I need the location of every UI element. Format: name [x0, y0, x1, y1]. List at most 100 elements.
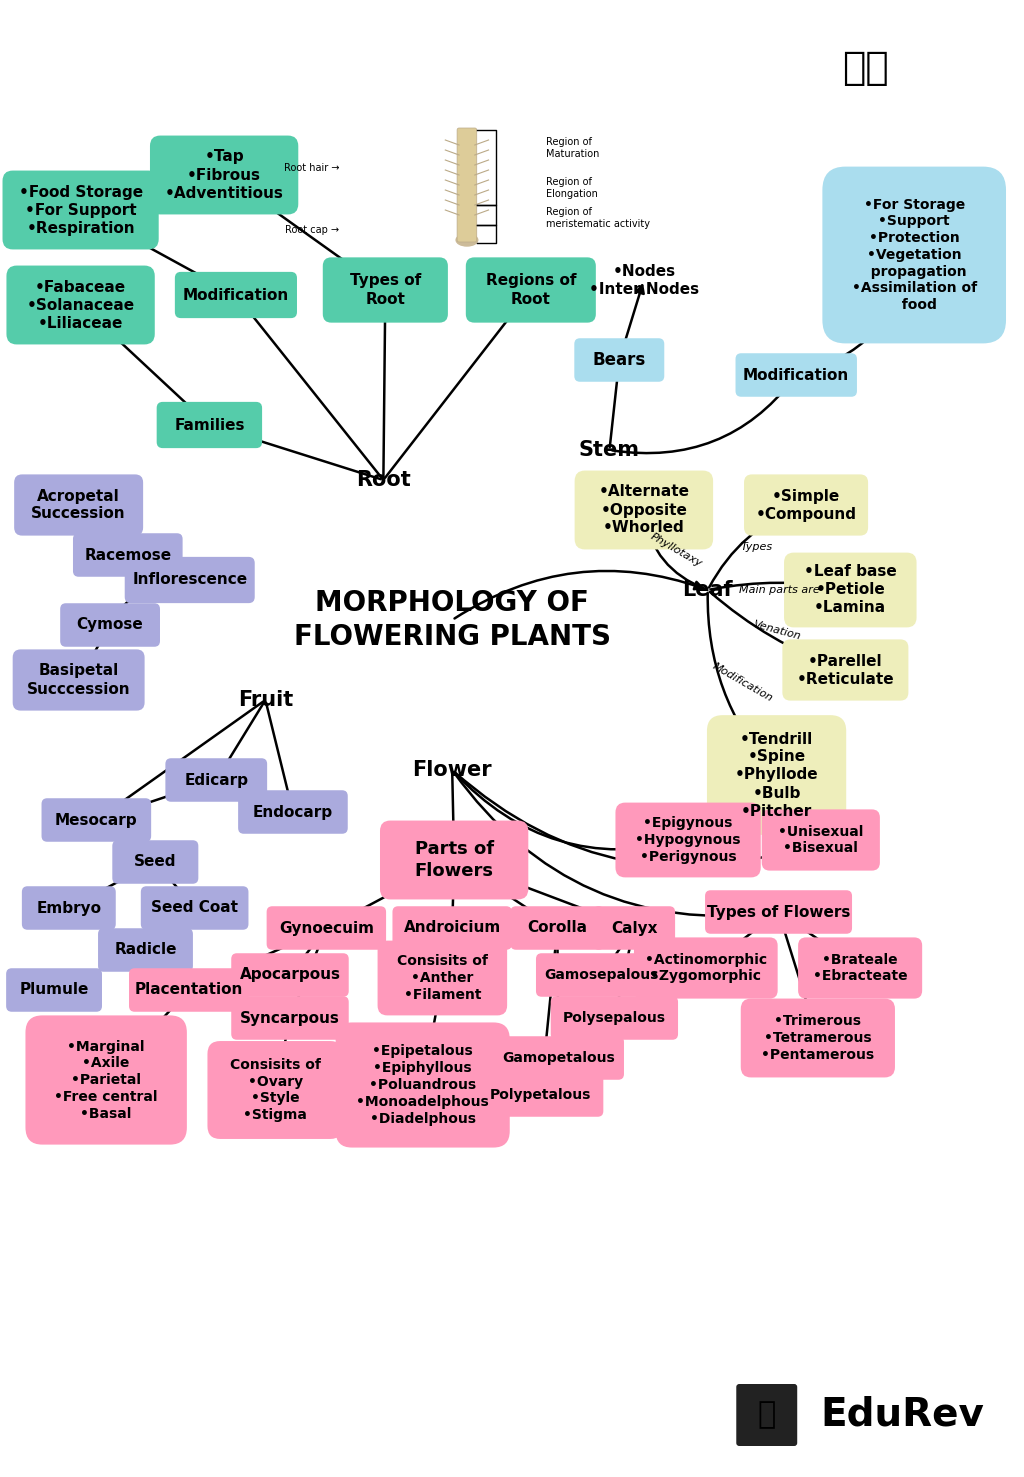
FancyBboxPatch shape: [175, 272, 297, 318]
Text: Modification: Modification: [711, 662, 774, 705]
FancyBboxPatch shape: [231, 953, 349, 997]
FancyBboxPatch shape: [22, 886, 116, 929]
FancyBboxPatch shape: [392, 907, 512, 950]
Text: Placentation: Placentation: [134, 982, 243, 997]
Text: Venation: Venation: [752, 619, 802, 641]
Text: •Fabaceae
•Solanaceae
•Liliaceae: •Fabaceae •Solanaceae •Liliaceae: [27, 279, 135, 331]
Text: Families: Families: [174, 418, 245, 433]
Text: Root: Root: [356, 470, 411, 490]
Text: •Actinomorphic
•Zygomorphic: •Actinomorphic •Zygomorphic: [645, 953, 767, 984]
Text: •Trimerous
•Tetramerous
•Pentamerous: •Trimerous •Tetramerous •Pentamerous: [761, 1015, 874, 1062]
FancyBboxPatch shape: [536, 953, 668, 997]
Text: 🌸🌸: 🌸🌸: [842, 49, 889, 87]
FancyBboxPatch shape: [740, 998, 895, 1077]
FancyBboxPatch shape: [166, 758, 267, 802]
FancyBboxPatch shape: [26, 1015, 186, 1145]
Text: •Epipetalous
•Epiphyllous
•Poluandrous
•Monoadelphous
•Diadelphous: •Epipetalous •Epiphyllous •Poluandrous •…: [356, 1044, 489, 1125]
Text: Types: Types: [740, 542, 773, 552]
Text: Gamosepalous: Gamosepalous: [545, 967, 658, 982]
FancyBboxPatch shape: [141, 886, 249, 929]
FancyBboxPatch shape: [510, 907, 604, 950]
Text: •Brateale
•Ebracteate: •Brateale •Ebracteate: [813, 953, 907, 984]
Text: Apocarpous: Apocarpous: [240, 967, 341, 982]
FancyBboxPatch shape: [6, 266, 155, 344]
Text: Modification: Modification: [183, 288, 289, 303]
FancyBboxPatch shape: [574, 338, 665, 381]
Text: •Alternate
•Opposite
•Whorled: •Alternate •Opposite •Whorled: [598, 484, 689, 536]
Text: Gynoecuim: Gynoecuim: [279, 920, 374, 935]
FancyBboxPatch shape: [735, 353, 857, 397]
FancyBboxPatch shape: [706, 891, 852, 933]
Text: Regions of
Root: Regions of Root: [485, 273, 577, 307]
Text: •Tendrill
•Spine
•Phyllode
•Bulb
•Pitcher: •Tendrill •Spine •Phyllode •Bulb •Pitche…: [735, 731, 818, 818]
Text: Cymose: Cymose: [77, 617, 143, 632]
Text: Endocarp: Endocarp: [253, 805, 333, 820]
FancyBboxPatch shape: [457, 128, 477, 242]
FancyBboxPatch shape: [113, 840, 199, 883]
FancyBboxPatch shape: [239, 790, 348, 833]
Text: Region of
Elongation: Region of Elongation: [546, 177, 597, 199]
Text: •Leaf base
•Petiole
•Lamina: •Leaf base •Petiole •Lamina: [804, 564, 897, 616]
FancyBboxPatch shape: [42, 798, 152, 842]
FancyBboxPatch shape: [73, 533, 182, 576]
Text: Consisits of
•Anther
•Filament: Consisits of •Anther •Filament: [397, 954, 487, 1001]
FancyBboxPatch shape: [323, 257, 447, 322]
Text: Modification: Modification: [743, 368, 849, 383]
Text: Syncarpous: Syncarpous: [240, 1010, 340, 1025]
FancyBboxPatch shape: [478, 1074, 603, 1117]
FancyBboxPatch shape: [2, 170, 159, 250]
Text: •Tap
•Fibrous
•Adventitious: •Tap •Fibrous •Adventitious: [165, 149, 284, 201]
FancyBboxPatch shape: [336, 1022, 510, 1148]
FancyBboxPatch shape: [14, 474, 143, 536]
Text: Seed: Seed: [134, 855, 176, 870]
Text: Root hair →: Root hair →: [284, 162, 339, 173]
Text: Main parts are: Main parts are: [738, 585, 819, 595]
Text: Edicarp: Edicarp: [184, 772, 248, 787]
FancyBboxPatch shape: [551, 997, 678, 1040]
Text: •For Storage
•Support
•Protection
•Vegetation
  propagation
•Assimilation of
  f: •For Storage •Support •Protection •Veget…: [852, 198, 977, 312]
Text: Parts of
Flowers: Parts of Flowers: [415, 840, 494, 880]
Text: Consisits of
•Ovary
•Style
•Stigma: Consisits of •Ovary •Style •Stigma: [229, 1058, 321, 1123]
FancyBboxPatch shape: [150, 136, 298, 214]
Text: •Epigynous
•Hypogynous
•Perigynous: •Epigynous •Hypogynous •Perigynous: [635, 817, 740, 864]
Text: Flower: Flower: [413, 761, 492, 780]
FancyBboxPatch shape: [466, 257, 596, 322]
FancyBboxPatch shape: [129, 969, 249, 1012]
Text: Basipetal
Succcession: Basipetal Succcession: [27, 663, 130, 697]
Text: Plumule: Plumule: [19, 982, 89, 997]
Text: Fruit: Fruit: [238, 690, 293, 710]
Text: •Unisexual
•Bisexual: •Unisexual •Bisexual: [778, 824, 863, 855]
FancyBboxPatch shape: [762, 809, 880, 870]
FancyBboxPatch shape: [744, 474, 868, 536]
FancyBboxPatch shape: [634, 938, 777, 998]
FancyBboxPatch shape: [125, 557, 255, 603]
Text: EduRev: EduRev: [821, 1396, 985, 1434]
FancyBboxPatch shape: [615, 802, 761, 877]
Text: Bears: Bears: [593, 352, 646, 369]
FancyBboxPatch shape: [822, 167, 1006, 343]
Ellipse shape: [456, 233, 478, 247]
FancyBboxPatch shape: [593, 907, 675, 950]
Text: Types of Flowers: Types of Flowers: [707, 904, 850, 920]
Text: Radicle: Radicle: [115, 942, 177, 957]
Text: Inflorescence: Inflorescence: [132, 573, 247, 588]
FancyBboxPatch shape: [707, 715, 846, 835]
Text: Polysepalous: Polysepalous: [563, 1010, 666, 1025]
FancyBboxPatch shape: [380, 821, 528, 899]
Text: Root cap →: Root cap →: [285, 225, 339, 235]
FancyBboxPatch shape: [782, 640, 908, 700]
FancyBboxPatch shape: [266, 907, 386, 950]
FancyBboxPatch shape: [157, 402, 262, 448]
FancyBboxPatch shape: [736, 1384, 798, 1446]
FancyBboxPatch shape: [208, 1041, 343, 1139]
FancyBboxPatch shape: [98, 928, 193, 972]
Text: Types of
Root: Types of Root: [350, 273, 421, 307]
Text: Region of
meristematic activity: Region of meristematic activity: [546, 207, 649, 229]
Text: •Food Storage
•For Support
•Respiration: •Food Storage •For Support •Respiration: [18, 185, 142, 235]
Text: Acropetal
Succession: Acropetal Succession: [32, 489, 126, 521]
FancyBboxPatch shape: [231, 997, 349, 1040]
FancyBboxPatch shape: [574, 471, 713, 549]
Text: Racemose: Racemose: [84, 548, 171, 563]
FancyBboxPatch shape: [12, 650, 144, 710]
Text: Embryo: Embryo: [36, 901, 101, 916]
